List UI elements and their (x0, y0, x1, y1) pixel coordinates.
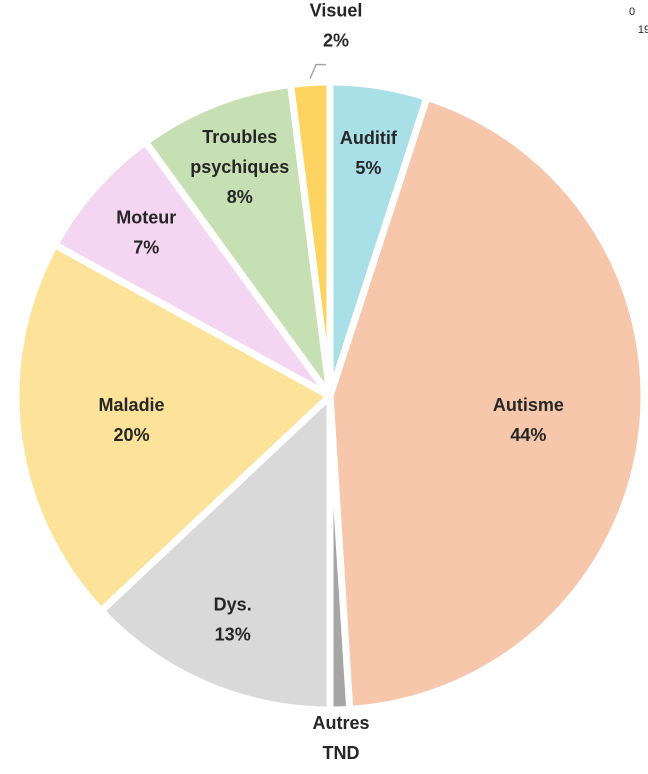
pie-slice (141, 80, 334, 400)
pie-slice (287, 78, 334, 400)
slice-value-label: 13% (215, 625, 251, 645)
slice-value-label: 20% (114, 425, 150, 445)
slice-label: Troubles psychiques (190, 127, 289, 177)
slice-value-label: 7% (133, 238, 159, 258)
slice-value-label: 8% (227, 187, 253, 207)
slice-value-label: 2% (323, 30, 349, 50)
slice-label: Visuel (310, 0, 363, 20)
slice-value-label: 44% (510, 425, 546, 445)
pie-slice (326, 93, 648, 713)
leader-line (309, 63, 327, 79)
slice-label: Autres TND (312, 713, 369, 763)
slice-value-label: 5% (355, 158, 381, 178)
annotation: 19 (638, 24, 648, 36)
slice-label: Autisme (493, 395, 564, 415)
pie-slice (97, 392, 334, 714)
slice-label: Dys. (214, 595, 252, 615)
annotation: 0 (629, 6, 635, 18)
slice-label: Auditif (340, 128, 398, 148)
slice-label: Maladie (99, 395, 165, 415)
slice-value-label: 1% (328, 773, 354, 774)
slice-label: Moteur (116, 208, 176, 228)
pie-slice (51, 138, 334, 400)
pie-slice (12, 241, 334, 615)
